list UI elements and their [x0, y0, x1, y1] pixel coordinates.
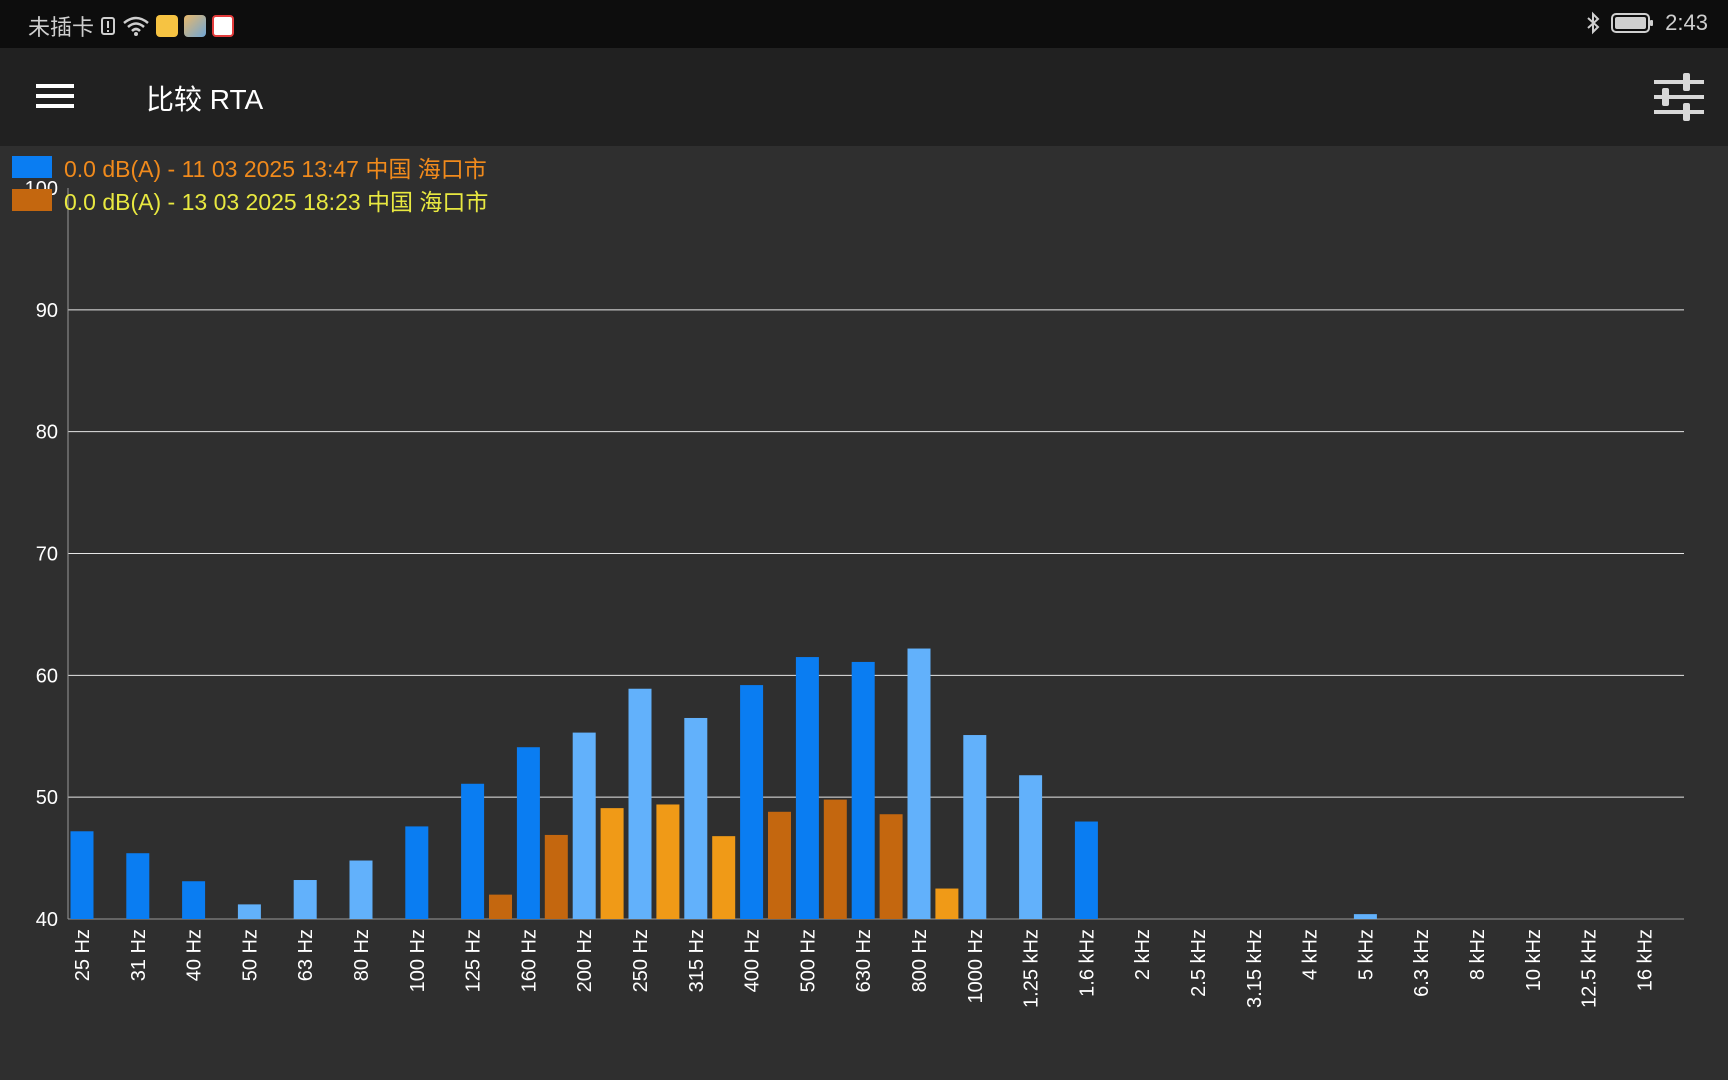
- carrier-label: 未插卡: [28, 15, 95, 40]
- bar-series2-630-Hz: [879, 814, 903, 919]
- bar-series1-125-Hz: [461, 783, 485, 919]
- bar-series1-31-Hz: [126, 853, 150, 919]
- x-tick-label-10-kHz: 10 kHz: [1523, 929, 1545, 991]
- bar-series2-500-Hz: [823, 799, 847, 919]
- x-tick-label-1-25-kHz: 1.25 kHz: [1021, 929, 1043, 1008]
- x-tick-label-50-Hz: 50 Hz: [239, 929, 261, 981]
- bar-series1-5-kHz: [1353, 914, 1377, 919]
- legend-swatch-2: [12, 188, 52, 211]
- bar-series1-1000-Hz: [963, 735, 987, 919]
- gallery-app-icon: [184, 15, 207, 37]
- x-tick-label-250-Hz: 250 Hz: [630, 929, 652, 992]
- bar-series2-200-Hz: [600, 808, 624, 919]
- bar-series1-250-Hz: [628, 688, 652, 919]
- bluetooth-icon: [1587, 11, 1600, 35]
- legend-item-2[interactable]: 0.0 dB(A) - 13 03 2025 18:23 中国 海口市: [12, 183, 488, 216]
- bar-series2-125-Hz: [489, 894, 512, 919]
- bar-series1-200-Hz: [572, 732, 596, 919]
- wifi-icon: [123, 16, 149, 36]
- bar-series1-25-Hz: [70, 831, 94, 919]
- bar-series1-800-Hz: [907, 648, 931, 919]
- notes-app-icon: [156, 15, 179, 37]
- bar-series2-315-Hz: [712, 836, 736, 919]
- x-tick-label-1-6-kHz: 1.6 kHz: [1076, 929, 1098, 997]
- page-title: 比较 RTA: [146, 84, 264, 115]
- x-tick-label-1000-Hz: 1000 Hz: [965, 929, 987, 1004]
- y-tick-label-50: 50: [36, 787, 58, 809]
- x-tick-label-125-Hz: 125 Hz: [463, 929, 485, 992]
- bar-series1-160-Hz: [516, 747, 540, 919]
- baidu-app-icon: [212, 15, 235, 37]
- x-tick-label-800-Hz: 800 Hz: [909, 929, 931, 992]
- y-tick-label-60: 60: [36, 665, 58, 687]
- bar-series1-1-6-kHz: [1074, 821, 1098, 919]
- bar-series2-160-Hz: [544, 834, 568, 919]
- battery-icon: [1611, 13, 1654, 33]
- legend-swatch-1: [12, 155, 52, 178]
- status-bar: 未插卡 2:43: [0, 0, 1728, 48]
- x-tick-label-16-kHz: 16 kHz: [1634, 929, 1656, 991]
- status-bar-left: 未插卡: [28, 10, 235, 42]
- bar-series1-630-Hz: [851, 661, 875, 919]
- legend-label-1: 0.0 dB(A) - 11 03 2025 13:47 中国 海口市: [64, 155, 487, 182]
- bar-series1-50-Hz: [237, 904, 261, 919]
- x-tick-label-100-Hz: 100 Hz: [407, 929, 429, 992]
- x-tick-label-630-Hz: 630 Hz: [853, 929, 875, 992]
- x-tick-label-200-Hz: 200 Hz: [574, 929, 596, 992]
- bar-series1-100-Hz: [405, 826, 429, 919]
- x-tick-label-500-Hz: 500 Hz: [797, 929, 819, 992]
- status-bar-right: 2:43: [1585, 10, 1708, 36]
- legend-item-1[interactable]: 0.0 dB(A) - 11 03 2025 13:47 中国 海口市: [12, 150, 488, 183]
- x-tick-label-6-3-kHz: 6.3 kHz: [1411, 929, 1433, 997]
- chart-legend: 0.0 dB(A) - 11 03 2025 13:47 中国 海口市 0.0 …: [12, 150, 488, 216]
- bar-series2-250-Hz: [656, 804, 680, 919]
- bar-series2-400-Hz: [768, 811, 791, 919]
- x-tick-label-160-Hz: 160 Hz: [518, 929, 540, 992]
- sliders-settings-icon[interactable]: [1650, 70, 1708, 124]
- x-tick-label-80-Hz: 80 Hz: [351, 929, 373, 981]
- bar-series2-800-Hz: [935, 888, 959, 919]
- y-tick-label-80: 80: [36, 422, 58, 444]
- x-tick-label-12-5-kHz: 12.5 kHz: [1579, 929, 1601, 1008]
- sim-alert-icon: [101, 17, 116, 35]
- bar-series1-400-Hz: [740, 685, 764, 919]
- bar-series1-500-Hz: [795, 657, 819, 919]
- x-tick-label-40-Hz: 40 Hz: [184, 929, 206, 981]
- bar-series1-40-Hz: [182, 881, 206, 919]
- x-tick-label-315-Hz: 315 Hz: [686, 929, 708, 992]
- x-tick-label-8-kHz: 8 kHz: [1467, 929, 1489, 980]
- bar-series1-315-Hz: [684, 717, 708, 919]
- bar-series1-63-Hz: [293, 880, 317, 919]
- x-tick-label-63-Hz: 63 Hz: [295, 929, 317, 981]
- app-toolbar: 比较 RTA: [0, 48, 1728, 146]
- x-tick-label-25-Hz: 25 Hz: [72, 929, 94, 981]
- clock: 2:43: [1665, 10, 1708, 35]
- x-tick-label-2-kHz: 2 kHz: [1132, 929, 1154, 980]
- bar-series1-1-25-kHz: [1019, 775, 1043, 919]
- x-tick-label-5-kHz: 5 kHz: [1355, 929, 1377, 980]
- x-tick-label-31-Hz: 31 Hz: [128, 929, 150, 981]
- x-tick-label-3-15-kHz: 3.15 kHz: [1244, 929, 1266, 1008]
- x-tick-label-2-5-kHz: 2.5 kHz: [1188, 929, 1210, 997]
- y-tick-label-70: 70: [36, 544, 58, 566]
- legend-label-2: 0.0 dB(A) - 13 03 2025 18:23 中国 海口市: [64, 188, 489, 215]
- x-tick-label-4-kHz: 4 kHz: [1300, 929, 1322, 980]
- y-tick-label-90: 90: [36, 300, 58, 322]
- bar-series1-80-Hz: [349, 860, 373, 919]
- x-tick-label-400-Hz: 400 Hz: [742, 929, 764, 992]
- y-tick-label-40: 40: [36, 909, 58, 931]
- hamburger-menu-icon[interactable]: [30, 76, 80, 116]
